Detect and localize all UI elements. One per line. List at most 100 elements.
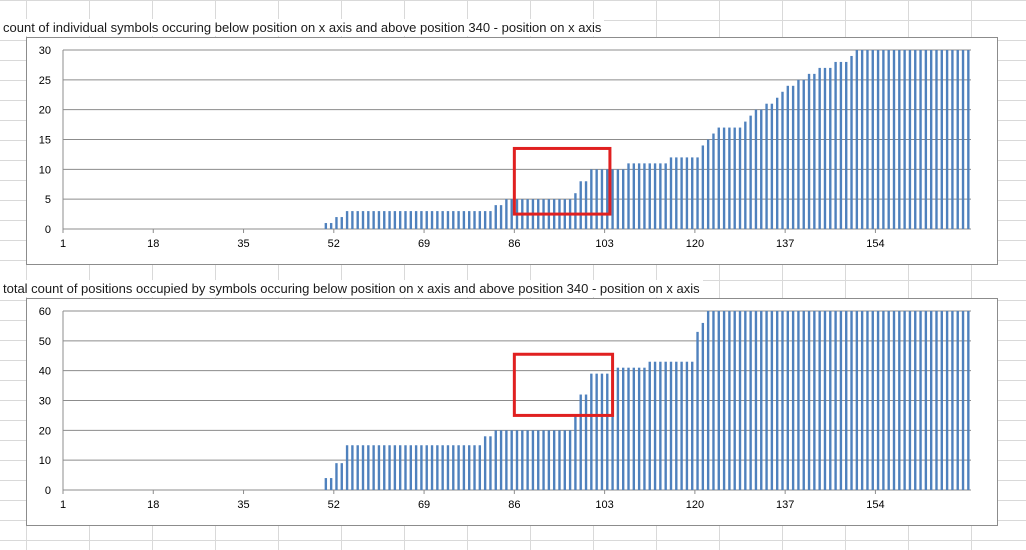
bar — [749, 311, 752, 490]
bar — [765, 311, 768, 490]
bar — [329, 223, 333, 229]
bar — [531, 430, 535, 490]
bar — [398, 445, 402, 490]
bar — [887, 311, 890, 490]
bar — [728, 127, 731, 229]
bar — [818, 311, 821, 490]
bar — [653, 361, 657, 490]
bar — [919, 311, 922, 490]
y-tick-label: 30 — [39, 45, 51, 57]
bar — [499, 205, 503, 229]
bar — [372, 445, 375, 490]
bar — [786, 85, 790, 229]
bar — [802, 79, 805, 229]
bar — [892, 311, 896, 490]
bar — [807, 73, 811, 229]
bar — [521, 430, 524, 490]
x-tick-label: 86 — [508, 499, 520, 511]
bar — [494, 430, 497, 490]
bar — [446, 445, 450, 490]
bar — [908, 311, 912, 490]
bar — [860, 50, 864, 229]
bar — [845, 311, 848, 490]
bar — [882, 50, 885, 229]
bar — [860, 311, 864, 490]
bar — [552, 430, 556, 490]
bar — [765, 103, 768, 229]
bar — [903, 50, 906, 229]
bar — [961, 50, 965, 229]
x-tick-label: 154 — [866, 499, 884, 511]
bar — [914, 50, 917, 229]
bar — [669, 157, 673, 229]
x-tick-label: 1 — [60, 499, 66, 511]
bar — [611, 373, 614, 490]
bar — [914, 311, 917, 490]
bar — [590, 169, 593, 229]
bar — [393, 445, 397, 490]
bar — [945, 311, 949, 490]
bar — [483, 436, 487, 490]
bar — [361, 211, 365, 229]
bar — [845, 61, 848, 229]
y-tick-label: 30 — [39, 396, 51, 408]
bar — [637, 163, 641, 229]
bar — [457, 445, 460, 490]
x-tick-label: 18 — [147, 238, 159, 250]
bar — [473, 445, 476, 490]
y-tick-label: 50 — [39, 336, 51, 348]
bar — [951, 50, 954, 229]
bar — [791, 311, 795, 490]
bar — [568, 430, 572, 490]
bar — [675, 361, 678, 490]
bar — [340, 463, 343, 490]
bar — [653, 163, 657, 229]
x-tick-label: 35 — [237, 499, 249, 511]
y-tick-label: 5 — [45, 194, 51, 206]
bar — [335, 217, 338, 229]
bar-chart-svg: 0 10 20 30 40 50 60 1 18 35 52 69 86 103 120 137 154 — [39, 306, 971, 511]
bar — [436, 211, 439, 229]
x-tick-label: 52 — [328, 499, 340, 511]
bar — [691, 157, 694, 229]
bar — [834, 311, 837, 490]
bar — [510, 199, 513, 229]
bar — [622, 169, 625, 229]
bar — [744, 121, 747, 229]
bar — [377, 211, 381, 229]
bar — [807, 311, 811, 490]
bar — [600, 373, 604, 490]
bar — [489, 211, 492, 229]
x-tick-label: 120 — [686, 238, 704, 250]
bar — [600, 169, 604, 229]
bar — [701, 145, 705, 229]
bar — [478, 211, 482, 229]
bar — [526, 430, 529, 490]
bar — [510, 430, 513, 490]
bar — [547, 430, 551, 490]
bar — [446, 211, 450, 229]
bar — [834, 61, 837, 229]
bar — [680, 157, 683, 229]
bar — [829, 67, 832, 230]
bar — [579, 394, 582, 490]
bar — [775, 311, 779, 490]
bar — [648, 361, 651, 490]
x-tick-label: 103 — [595, 499, 613, 511]
bar — [383, 445, 386, 490]
bar — [898, 50, 901, 229]
bar — [664, 361, 667, 490]
bar — [706, 139, 710, 229]
bar — [754, 109, 758, 229]
x-tick-label: 52 — [328, 238, 340, 250]
x-tick-label: 69 — [418, 238, 430, 250]
bar — [956, 50, 959, 229]
x-tick-label: 1 — [60, 238, 66, 250]
bar — [398, 211, 402, 229]
bar — [430, 211, 434, 229]
bar — [770, 311, 774, 490]
chart-title: count of individual symbols occuring bel… — [0, 19, 605, 36]
bar — [420, 211, 423, 229]
bar — [728, 311, 731, 490]
chart-plot-area: 0 10 20 30 40 50 60 1 18 35 52 69 86 103 120 137 154 — [26, 298, 998, 526]
